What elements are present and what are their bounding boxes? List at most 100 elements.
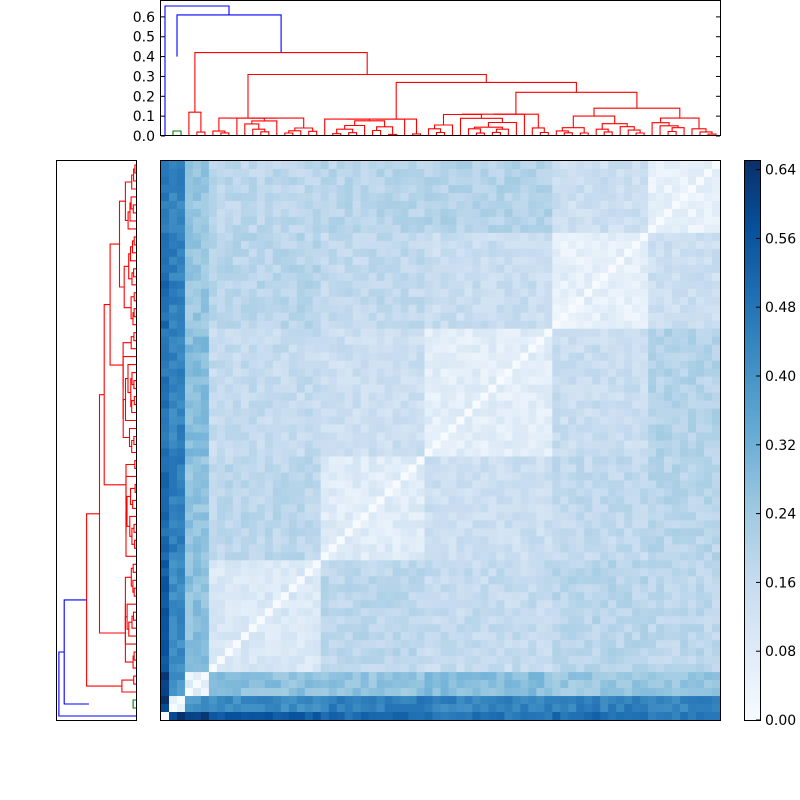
heatmap-cell <box>528 528 537 537</box>
heatmap-cell <box>544 632 553 641</box>
heatmap-cell <box>504 616 513 625</box>
heatmap-cell <box>560 184 569 194</box>
heatmap-cell <box>608 352 617 361</box>
heatmap-cell <box>416 264 425 274</box>
heatmap-cell <box>256 448 266 457</box>
heatmap-cell <box>264 640 274 649</box>
heatmap-cell <box>640 424 649 433</box>
heatmap-cell <box>688 280 697 290</box>
heatmap-cell <box>440 552 449 561</box>
heatmap-cell <box>304 464 314 473</box>
heatmap-cell <box>288 161 298 170</box>
heatmap-cell <box>648 256 657 266</box>
heatmap-cell <box>584 608 593 617</box>
heatmap-cell <box>608 600 617 609</box>
heatmap-cell <box>576 456 585 465</box>
heatmap-cell <box>464 504 473 513</box>
heatmap-cell <box>432 416 441 425</box>
heatmap-cell <box>256 408 266 417</box>
heatmap-cell <box>184 208 194 218</box>
heatmap-cell <box>448 504 457 513</box>
heatmap-cell <box>568 448 577 457</box>
heatmap-cell <box>712 480 721 489</box>
heatmap-cell <box>384 184 393 194</box>
heatmap-cell <box>352 600 361 609</box>
heatmap-cell <box>368 264 377 274</box>
heatmap-cell <box>184 448 194 457</box>
heatmap-cell <box>408 600 417 609</box>
heatmap-cell <box>304 256 314 266</box>
heatmap-cell <box>408 240 417 250</box>
heatmap-cell <box>368 536 377 545</box>
heatmap-cell <box>552 600 561 609</box>
heatmap-cell <box>224 352 234 361</box>
heatmap-cell <box>256 256 266 266</box>
heatmap-cell <box>416 472 425 481</box>
heatmap-cell <box>280 192 290 202</box>
heatmap-cell <box>624 384 633 393</box>
heatmap-cell <box>344 504 354 513</box>
heatmap-cell <box>688 360 697 369</box>
heatmap-cell <box>616 272 625 282</box>
heatmap-cell <box>200 520 210 529</box>
heatmap-cell <box>608 360 617 369</box>
heatmap-cell <box>320 664 330 673</box>
heatmap-cell <box>400 288 409 298</box>
heatmap-cell <box>344 432 354 441</box>
heatmap-cell <box>161 592 170 601</box>
heatmap-cell <box>496 672 505 681</box>
heatmap-cell <box>528 240 537 250</box>
heatmap-cell <box>568 696 577 705</box>
heatmap-cell <box>208 304 218 314</box>
heatmap-cell <box>696 384 705 393</box>
heatmap-cell <box>192 384 202 393</box>
heatmap-cell <box>560 504 569 513</box>
heatmap-cell <box>264 208 274 218</box>
heatmap-cell <box>576 448 585 457</box>
heatmap-cell <box>464 456 473 465</box>
heatmap-cell <box>544 544 553 553</box>
heatmap-cell <box>560 672 569 681</box>
heatmap-cell <box>216 584 226 593</box>
heatmap-cell <box>392 312 401 322</box>
top-dendrogram-link <box>324 118 371 136</box>
heatmap-cell <box>560 456 569 465</box>
heatmap-cell <box>272 432 282 441</box>
heatmap-cell <box>424 304 433 314</box>
heatmap-cell <box>576 696 585 705</box>
heatmap-cell <box>592 592 601 601</box>
heatmap-cell <box>640 552 649 561</box>
heatmap-cell <box>600 208 609 218</box>
heatmap-cell <box>472 328 481 338</box>
heatmap-cell <box>224 616 234 625</box>
heatmap-cell <box>368 328 377 338</box>
heatmap-cell <box>664 168 673 178</box>
heatmap-cell <box>304 288 314 298</box>
heatmap-cell <box>376 592 385 601</box>
heatmap-cell <box>264 320 274 330</box>
top-dendrogram-link <box>244 123 260 136</box>
heatmap-cell <box>616 416 625 425</box>
heatmap-cell <box>432 256 441 266</box>
heatmap-cell <box>432 216 441 226</box>
heatmap-cell <box>512 568 521 577</box>
heatmap-cell <box>672 536 681 545</box>
heatmap-cell <box>296 552 306 561</box>
heatmap-cell <box>576 472 585 481</box>
heatmap-cell <box>680 320 689 330</box>
heatmap-cell <box>568 440 577 449</box>
heatmap-cell <box>384 448 393 457</box>
heatmap-cell <box>168 504 178 513</box>
heatmap-cell <box>161 448 170 457</box>
heatmap-cell <box>400 248 409 258</box>
heatmap-cell <box>384 392 393 401</box>
heatmap-cell <box>568 704 577 713</box>
heatmap-cell <box>712 616 721 625</box>
heatmap-cell <box>192 664 202 673</box>
heatmap-cell <box>240 648 250 657</box>
heatmap-cell <box>560 272 569 282</box>
heatmap-cell <box>592 520 601 529</box>
heatmap-cell <box>656 392 665 401</box>
heatmap-cell <box>432 672 441 681</box>
heatmap-cell <box>680 672 689 681</box>
